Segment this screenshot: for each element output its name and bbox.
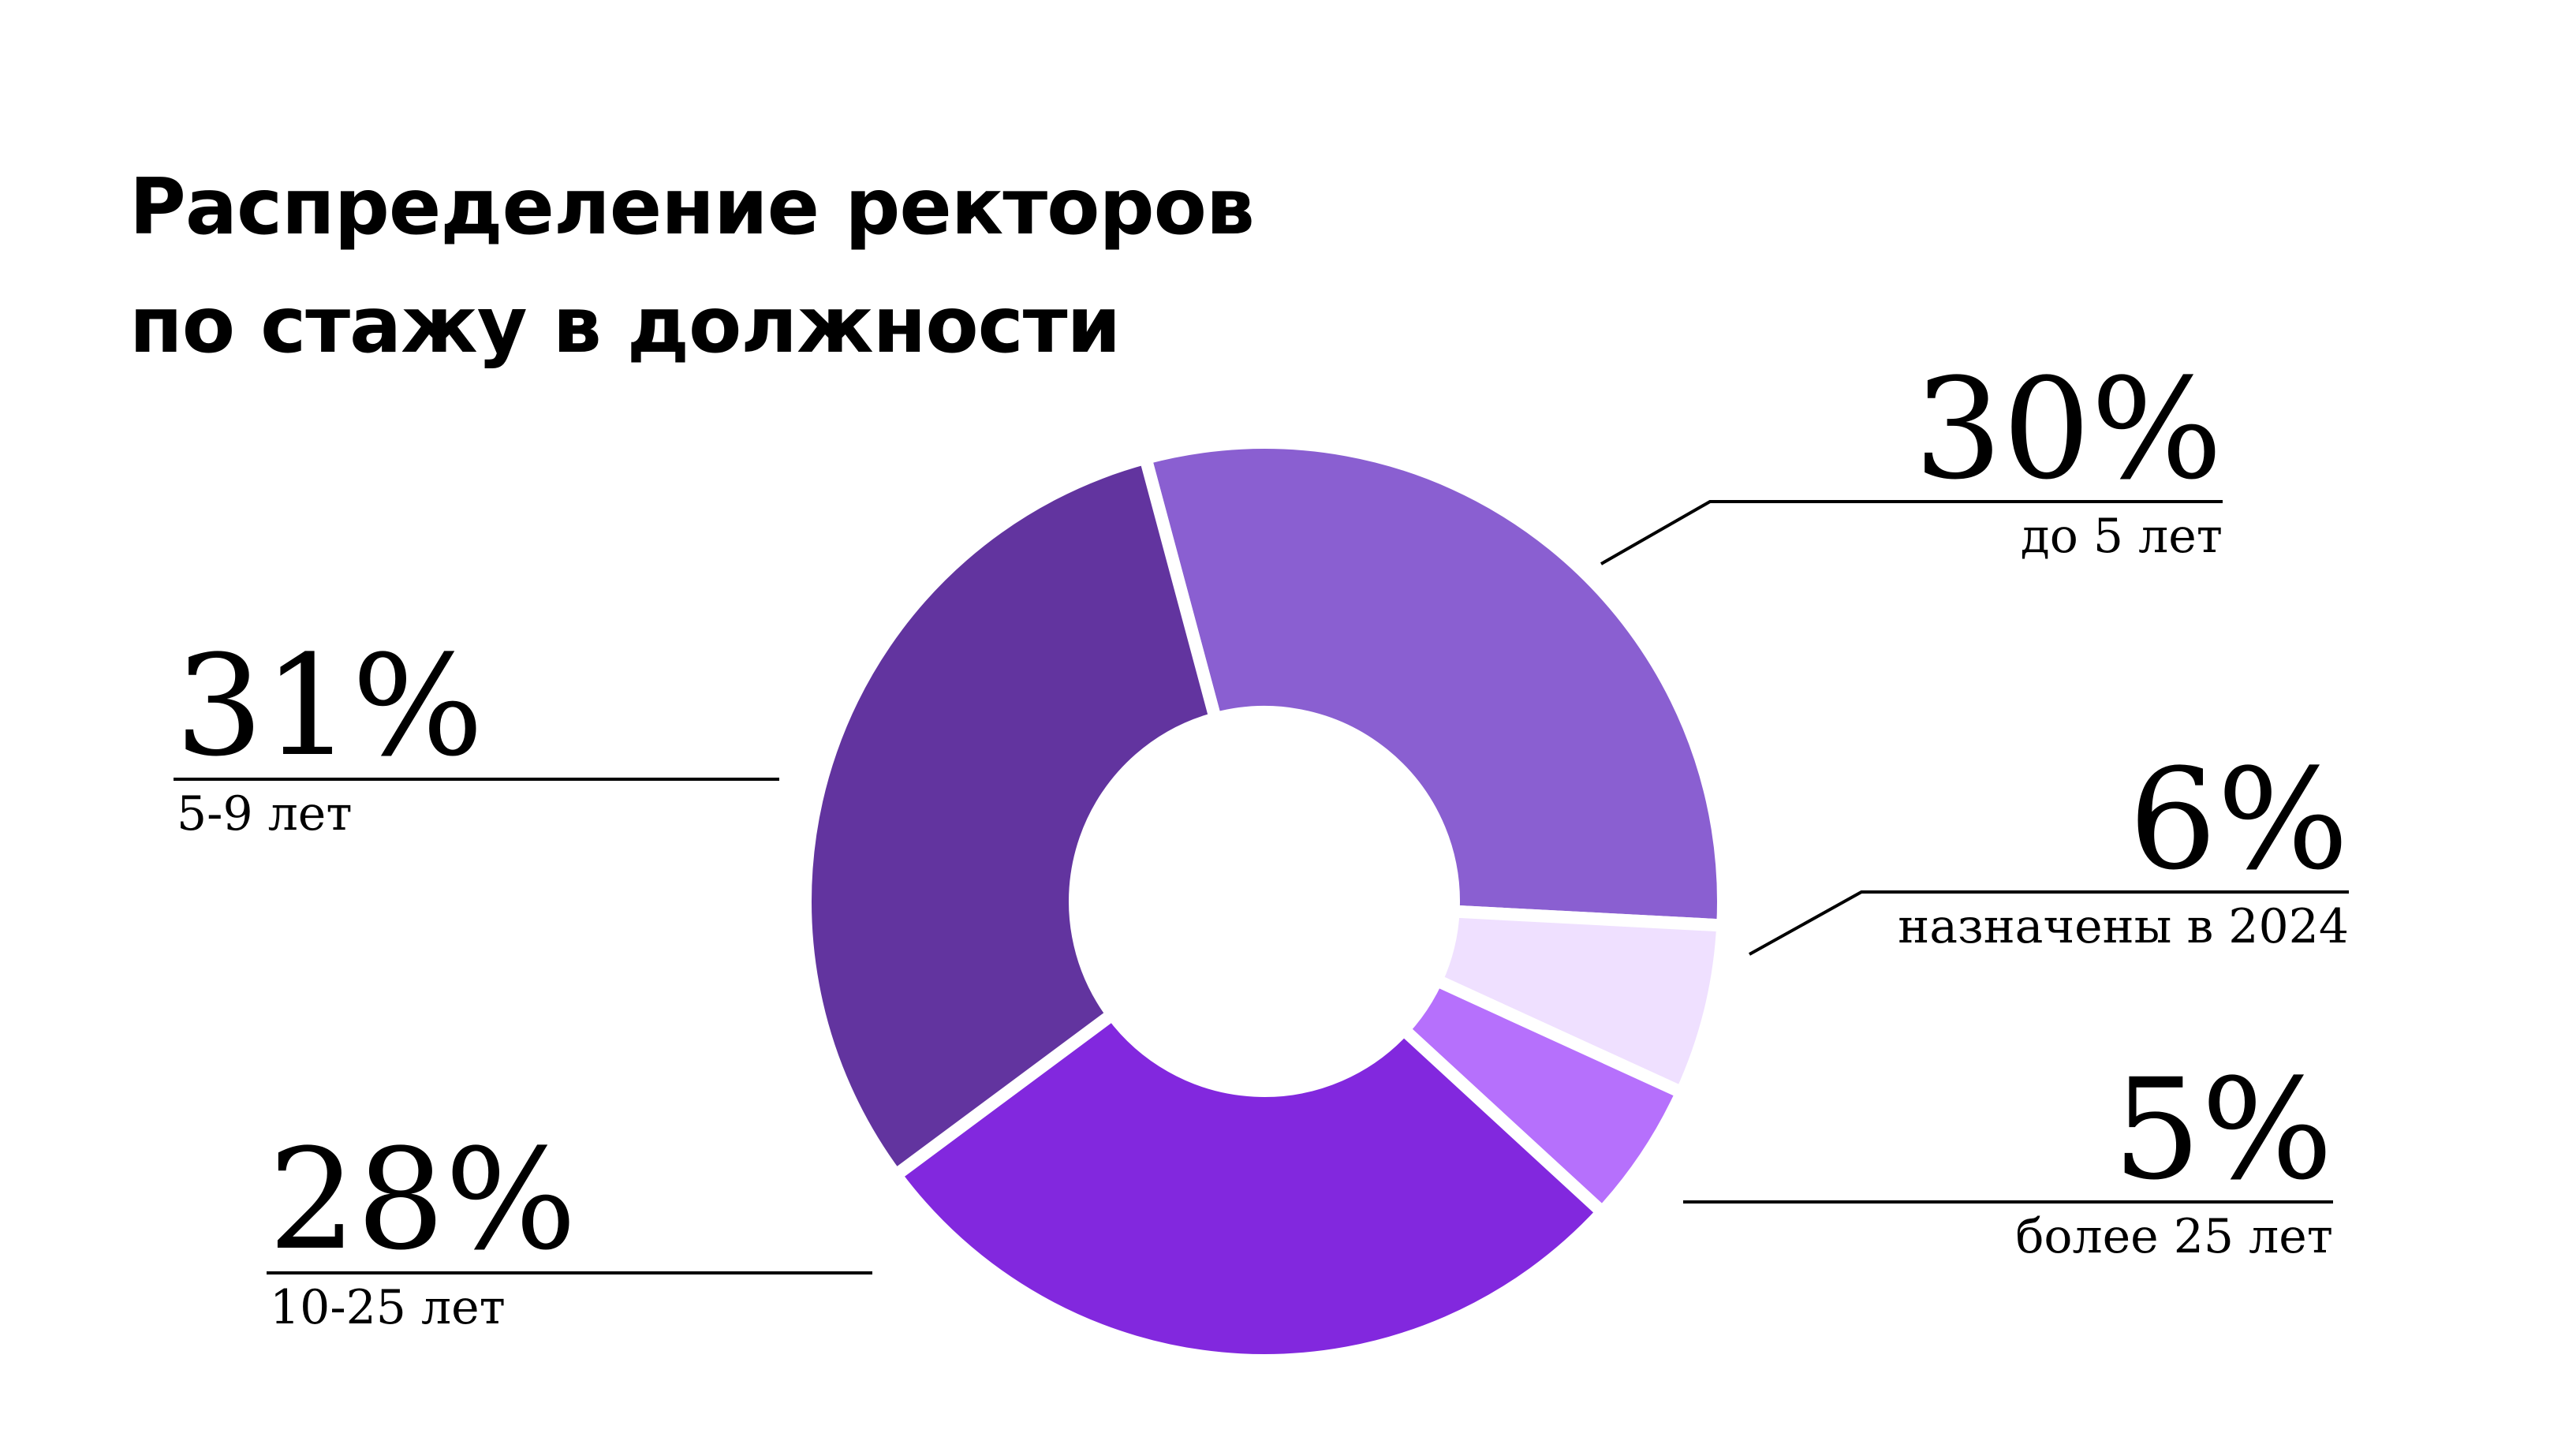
chart-title-line-1: Распределение ректоров — [129, 162, 1255, 252]
category-label-slice-0: до 5 лет — [2021, 509, 2223, 564]
leader-line-slice-0 — [1600, 500, 2223, 565]
callout-slice-3: 28% 10-25 лет — [267, 1119, 872, 1335]
donut-slice-4 — [799, 451, 1222, 1181]
donut-slice-0 — [1139, 436, 1730, 932]
category-label-slice-2: более 25 лет — [2015, 1209, 2333, 1264]
donut-slice-3 — [889, 1008, 1609, 1367]
callout-slice-1: 6% назначены в 2024 — [1749, 739, 2349, 956]
chart-title-line-2: по стажу в должности — [129, 281, 1121, 371]
callout-slice-2: 5% более 25 лет — [1683, 1049, 2333, 1264]
category-label-slice-1: назначены в 2024 — [1898, 899, 2349, 954]
value-label-slice-1: 6% — [2129, 739, 2349, 901]
donut-slices — [799, 436, 1730, 1367]
value-label-slice-3: 28% — [268, 1119, 577, 1281]
value-label-slice-4: 31% — [175, 625, 483, 787]
callout-slice-4: 31% 5-9 лет — [174, 625, 779, 842]
callout-slice-0: 30% до 5 лет — [1600, 349, 2223, 565]
value-label-slice-2: 5% — [2113, 1049, 2333, 1211]
chart-title: Распределение ректоров по стажу в должно… — [129, 148, 1255, 385]
leader-line-slice-1 — [1749, 890, 2349, 956]
value-label-slice-0: 30% — [1914, 349, 2223, 510]
category-label-slice-3: 10-25 лет — [270, 1280, 506, 1335]
category-label-slice-4: 5-9 лет — [177, 786, 353, 842]
